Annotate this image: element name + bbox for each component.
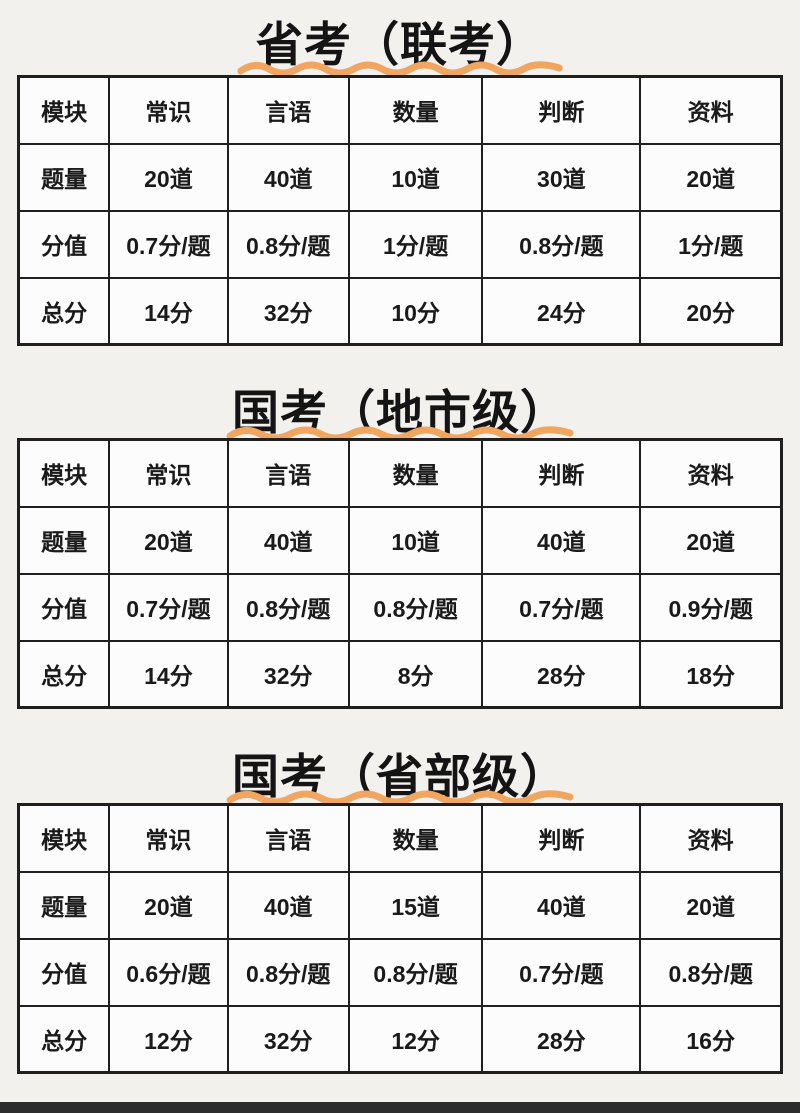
row-label-cell: 总分: [17, 1004, 111, 1074]
table-row: 题量 20道 40道 15道 40道 20道: [17, 870, 783, 940]
data-cell: 40道: [481, 505, 642, 575]
data-cell: 0.9分/题: [639, 572, 783, 642]
row-label-cell: 分值: [17, 209, 111, 279]
row-label-cell: 分值: [17, 572, 111, 642]
data-cell: 0.8分/题: [639, 937, 783, 1007]
table-header-cell: 数量: [347, 803, 484, 873]
table-row: 总分 14分 32分 10分 24分 20分: [17, 276, 783, 346]
table-row: 模块 常识 言语 数量 判断 资料: [17, 803, 783, 873]
data-cell: 12分: [347, 1004, 484, 1074]
data-cell: 14分: [108, 276, 229, 346]
bottom-bar: [0, 1102, 800, 1113]
data-cell: 24分: [481, 276, 642, 346]
table-header-cell: 模块: [17, 75, 111, 145]
row-label-cell: 题量: [17, 505, 111, 575]
data-cell: 16分: [639, 1004, 783, 1074]
table-row: 总分 14分 32分 8分 28分 18分: [17, 639, 783, 709]
table-header-cell: 言语: [226, 803, 350, 873]
data-cell: 18分: [639, 639, 783, 709]
exam-table-guokao-dishi: 模块 常识 言语 数量 判断 资料 题量 20道 40道 10道 40道 20道…: [17, 438, 783, 709]
table-header-cell: 判断: [481, 75, 642, 145]
data-cell: 10分: [347, 276, 484, 346]
data-cell: 8分: [347, 639, 484, 709]
data-cell: 20道: [639, 142, 783, 212]
table-header-cell: 常识: [108, 803, 229, 873]
data-cell: 0.7分/题: [108, 209, 229, 279]
exam-table-shengkao: 模块 常识 言语 数量 判断 资料 题量 20道 40道 10道 30道 20道…: [17, 75, 783, 346]
table-row: 分值 0.6分/题 0.8分/题 0.8分/题 0.7分/题 0.8分/题: [17, 937, 783, 1007]
table-header-cell: 常识: [108, 438, 229, 508]
data-cell: 0.6分/题: [108, 937, 229, 1007]
data-cell: 1分/题: [639, 209, 783, 279]
data-cell: 32分: [226, 639, 350, 709]
data-cell: 40道: [226, 870, 350, 940]
table-header-cell: 数量: [347, 438, 484, 508]
data-cell: 14分: [108, 639, 229, 709]
exam-table-guokao-shengbu: 模块 常识 言语 数量 判断 资料 题量 20道 40道 15道 40道 20道…: [17, 803, 783, 1074]
table-header-cell: 言语: [226, 438, 350, 508]
data-cell: 28分: [481, 639, 642, 709]
data-cell: 0.8分/题: [226, 209, 350, 279]
table-row: 总分 12分 32分 12分 28分 16分: [17, 1004, 783, 1074]
data-cell: 0.7分/题: [481, 937, 642, 1007]
table-header-cell: 判断: [481, 803, 642, 873]
table-header-cell: 模块: [17, 803, 111, 873]
section-title-guokao-shengbu: 国考（省部级）: [232, 750, 568, 803]
data-cell: 0.7分/题: [481, 572, 642, 642]
data-cell: 12分: [108, 1004, 229, 1074]
data-cell: 40道: [226, 505, 350, 575]
table-row: 模块 常识 言语 数量 判断 资料: [17, 75, 783, 145]
data-cell: 0.8分/题: [347, 937, 484, 1007]
data-cell: 0.8分/题: [226, 937, 350, 1007]
data-cell: 20道: [639, 870, 783, 940]
wavy-underline-icon: [237, 61, 563, 77]
row-label-cell: 题量: [17, 142, 111, 212]
data-cell: 20分: [639, 276, 783, 346]
table-row: 题量 20道 40道 10道 40道 20道: [17, 505, 783, 575]
table-header-cell: 资料: [639, 803, 783, 873]
row-label-cell: 分值: [17, 937, 111, 1007]
wavy-underline-icon: [226, 790, 574, 806]
data-cell: 15道: [347, 870, 484, 940]
section-title-shengkao: 省考（联考）: [256, 18, 544, 71]
table-header-cell: 资料: [639, 438, 783, 508]
row-label-cell: 总分: [17, 639, 111, 709]
table-header-cell: 模块: [17, 438, 111, 508]
data-cell: 20道: [108, 142, 229, 212]
data-cell: 0.7分/题: [108, 572, 229, 642]
data-cell: 20道: [108, 505, 229, 575]
data-cell: 20道: [639, 505, 783, 575]
data-cell: 40道: [481, 870, 642, 940]
data-cell: 20道: [108, 870, 229, 940]
section-title-guokao-dishi: 国考（地市级）: [232, 386, 568, 439]
data-cell: 10道: [347, 142, 484, 212]
data-cell: 1分/题: [347, 209, 484, 279]
data-cell: 32分: [226, 1004, 350, 1074]
table-header-cell: 资料: [639, 75, 783, 145]
data-cell: 0.8分/题: [481, 209, 642, 279]
data-cell: 30道: [481, 142, 642, 212]
table-row: 题量 20道 40道 10道 30道 20道: [17, 142, 783, 212]
row-label-cell: 题量: [17, 870, 111, 940]
data-cell: 10道: [347, 505, 484, 575]
data-cell: 32分: [226, 276, 350, 346]
table-row: 模块 常识 言语 数量 判断 资料: [17, 438, 783, 508]
table-header-cell: 言语: [226, 75, 350, 145]
row-label-cell: 总分: [17, 276, 111, 346]
data-cell: 28分: [481, 1004, 642, 1074]
data-cell: 0.8分/题: [347, 572, 484, 642]
table-header-cell: 判断: [481, 438, 642, 508]
table-header-cell: 常识: [108, 75, 229, 145]
table-header-cell: 数量: [347, 75, 484, 145]
table-row: 分值 0.7分/题 0.8分/题 0.8分/题 0.7分/题 0.9分/题: [17, 572, 783, 642]
data-cell: 0.8分/题: [226, 572, 350, 642]
data-cell: 40道: [226, 142, 350, 212]
table-row: 分值 0.7分/题 0.8分/题 1分/题 0.8分/题 1分/题: [17, 209, 783, 279]
